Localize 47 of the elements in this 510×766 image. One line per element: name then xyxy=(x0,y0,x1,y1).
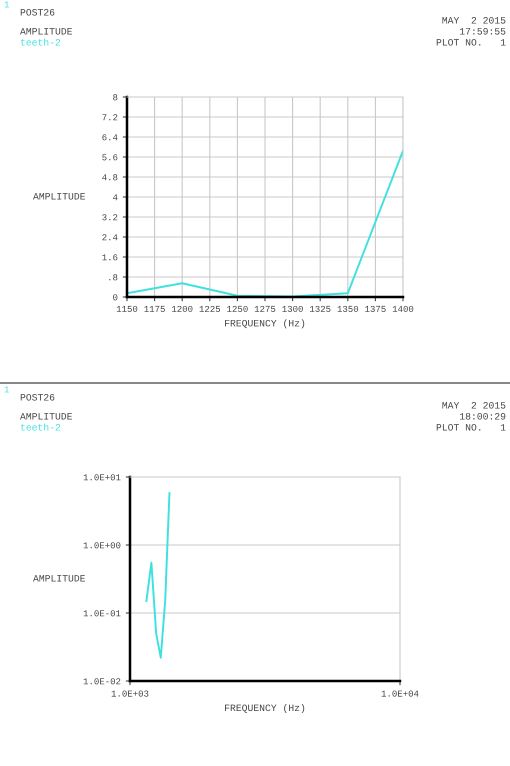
y-tick-label: 6.4 xyxy=(102,134,118,140)
text: 17:59:55 xyxy=(460,28,506,35)
x-tick-label: 1.0E+03 xyxy=(112,690,148,697)
line-series xyxy=(145,492,170,659)
text: AMPLITUDE xyxy=(20,413,72,420)
x-tick-label: 1250 xyxy=(227,306,248,312)
text: 18:00:29 xyxy=(460,413,506,420)
y-tick-label: 0 xyxy=(113,294,118,300)
y-tick-label: 3.2 xyxy=(102,214,118,220)
text: MAY 2 2015 xyxy=(442,402,506,409)
text: teeth-2 xyxy=(20,38,60,46)
y-tick-label: 4 xyxy=(113,194,118,200)
y-tick-label: 1.6 xyxy=(102,254,118,260)
y-tick-label: 1.0E-01 xyxy=(84,610,121,616)
y-tick-label: 1.0E+00 xyxy=(84,542,120,548)
y-tick-label: .8 xyxy=(109,274,118,280)
x-tick-label: 1300 xyxy=(282,306,303,312)
y-axis-title: AMPLITUDE xyxy=(33,193,85,200)
text: 1 xyxy=(4,1,9,8)
y-tick-label: 1.0E-02 xyxy=(84,678,120,684)
y-tick-label: 8 xyxy=(113,94,118,100)
x-tick-label: 1150 xyxy=(116,306,138,312)
text: MAY 2 2015 xyxy=(442,17,506,24)
x-axis-title: FREQUENCY (Hz) xyxy=(225,319,304,328)
y-tick-label: 5.6 xyxy=(102,154,118,160)
x-tick-label: 1325 xyxy=(310,306,330,312)
x-tick-label: 1400 xyxy=(392,306,414,312)
text: teeth-2 xyxy=(20,423,60,431)
x-tick-label: 1225 xyxy=(200,306,220,312)
x-tick-label: 1275 xyxy=(254,306,276,312)
text: AMPLITUDE xyxy=(20,28,72,35)
y-tick-label: 2.4 xyxy=(102,234,118,240)
x-tick-label: 1375 xyxy=(365,306,386,312)
x-tick-label: 1200 xyxy=(172,306,192,312)
text: PLOT NO. 1 xyxy=(436,424,506,431)
x-tick-label: 1.0E+04 xyxy=(382,690,418,697)
text: PLOT NO. 1 xyxy=(436,39,506,46)
x-tick-label: 1175 xyxy=(144,306,165,312)
text: 1 xyxy=(4,386,9,392)
text: POST26 xyxy=(20,394,54,401)
y-tick-label: 4.8 xyxy=(102,174,118,180)
text: POST26 xyxy=(20,9,54,16)
y-tick-label: 7.2 xyxy=(102,114,118,120)
x-tick-label: 1350 xyxy=(338,306,358,312)
y-tick-label: 1.0E+01 xyxy=(84,474,121,480)
x-axis-title: FREQUENCY (Hz) xyxy=(225,704,304,714)
y-axis-title: AMPLITUDE xyxy=(33,575,85,582)
